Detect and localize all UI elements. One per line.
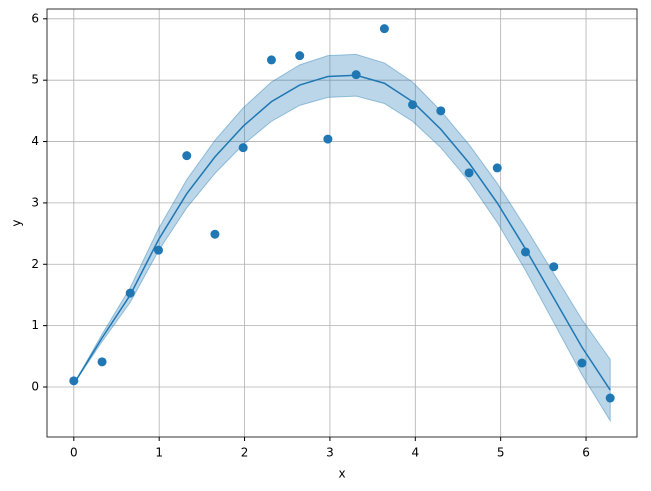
scatter-point — [69, 376, 79, 386]
scatter-point — [436, 106, 446, 116]
x-tick-label: 5 — [497, 446, 505, 460]
scatter-point — [492, 163, 502, 173]
scatter-point — [379, 24, 389, 34]
x-tick-label: 4 — [411, 446, 419, 460]
scatter-point — [605, 393, 615, 403]
x-tick-label: 0 — [70, 446, 78, 460]
scatter-point — [153, 245, 163, 255]
y-tick-label: 5 — [31, 73, 39, 87]
y-tick-label: 2 — [31, 257, 39, 271]
y-tick-label: 0 — [31, 379, 39, 393]
scatter-point — [408, 100, 418, 110]
confidence-band — [73, 53, 611, 423]
y-tick-label: 6 — [31, 11, 39, 25]
x-tick-label: 2 — [241, 446, 249, 460]
scatter-point — [210, 229, 220, 239]
scatter-point — [295, 51, 305, 61]
y-tick-label: 3 — [31, 195, 39, 209]
scatter-point — [323, 134, 333, 144]
scatter-point — [464, 168, 474, 178]
y-tick-label: 4 — [31, 134, 39, 148]
x-axis-label: x — [338, 467, 345, 481]
y-tick-label: 1 — [31, 318, 39, 332]
plot-frame — [46, 8, 638, 438]
scatter-point — [549, 262, 559, 272]
scatter-point — [577, 358, 587, 368]
x-tick-label: 6 — [582, 446, 590, 460]
scatter-point — [238, 143, 248, 153]
y-axis-label: y — [10, 219, 24, 226]
x-tick-label: 3 — [326, 446, 334, 460]
scatter-point — [182, 151, 192, 161]
scatter-point — [266, 55, 276, 65]
scatter-point — [97, 357, 107, 367]
x-tick-label: 1 — [155, 446, 163, 460]
fit-line — [73, 74, 611, 391]
